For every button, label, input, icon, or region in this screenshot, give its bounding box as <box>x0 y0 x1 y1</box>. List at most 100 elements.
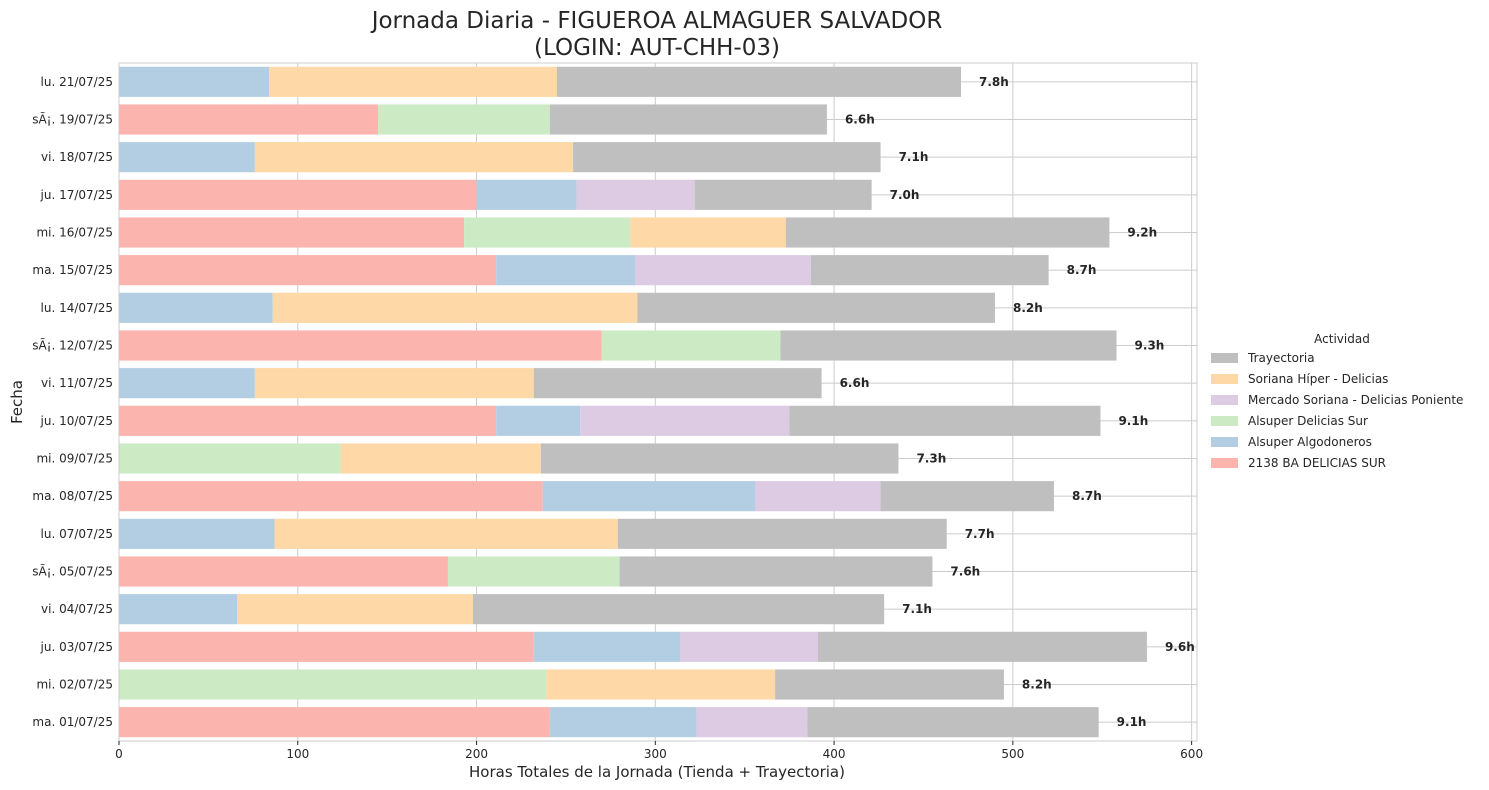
bar-total-label: 7.1h <box>902 602 932 616</box>
legend-swatch <box>1211 416 1238 426</box>
plot-frame <box>118 62 1198 742</box>
y-tick-label: lu. 14/07/25 <box>41 301 113 315</box>
bar-segment <box>540 443 899 474</box>
y-tick-label: vi. 18/07/25 <box>41 150 113 164</box>
bar-segment <box>755 481 881 512</box>
y-tick-label: ma. 08/07/25 <box>32 489 113 503</box>
bar-total-label: 8.7h <box>1072 489 1102 503</box>
legend-label: Alsuper Delicias Sur <box>1248 414 1368 428</box>
bar-segment <box>694 179 872 210</box>
legend-swatch <box>1211 374 1238 384</box>
bar-segment <box>119 66 270 97</box>
bar-segment <box>580 405 790 436</box>
bar-segment <box>818 631 1147 662</box>
bar-segment <box>807 707 1099 738</box>
bar-segment <box>476 179 577 210</box>
y-axis-ticks: lu. 21/07/25 sÃ¡. 19/07/25 vi. 18/07/25 ju.… <box>32 75 113 729</box>
y-tick-label: ju. 10/07/25 <box>40 414 113 428</box>
bar-total-label: 6.6h <box>845 113 875 127</box>
bar-total-label: 6.6h <box>840 376 870 390</box>
legend-label: 2138 BA DELICIAS SUR <box>1248 456 1386 470</box>
bar-segment <box>119 556 448 587</box>
bar-segment <box>472 594 885 625</box>
y-tick-label: vi. 11/07/25 <box>41 376 113 390</box>
bar-segment <box>119 292 273 323</box>
legend-swatch <box>1211 353 1238 363</box>
bar-segment <box>464 217 631 248</box>
y-tick-label: mi. 16/07/25 <box>36 226 113 240</box>
bar-segment <box>810 255 1049 286</box>
bar-segment <box>549 707 697 738</box>
total-labels: 7.8h 6.6h 7.1h 7.0h 9.2h 8.7h 8.2h 9.3h 6.6h 9.1h… <box>840 75 1195 729</box>
bar-segment <box>635 255 811 286</box>
y-tick-label: mi. 02/07/25 <box>36 678 113 692</box>
legend-items: Trayectoria Soriana Híper - Delicias Merca… <box>1211 351 1463 470</box>
legend: Actividad Trayectoria Soriana Híper - Del… <box>1211 332 1463 470</box>
y-tick-label: sÃ¡. 05/07/25 <box>32 564 113 579</box>
bar-total-label: 9.6h <box>1165 640 1195 654</box>
legend-title: Actividad <box>1314 332 1370 346</box>
y-tick-label: ma. 01/07/25 <box>32 715 113 729</box>
bar-segment <box>542 481 756 512</box>
bar-segment <box>119 330 602 361</box>
bar-total-label: 7.1h <box>899 150 929 164</box>
bar-total-label: 7.7h <box>965 527 995 541</box>
bar-segment <box>119 594 237 625</box>
y-tick-label: vi. 04/07/25 <box>41 602 113 616</box>
bar-segment <box>254 142 574 173</box>
bar-total-label: 7.6h <box>950 565 980 579</box>
y-tick-label: mi. 09/07/25 <box>36 452 113 466</box>
y-tick-label: sÃ¡. 19/07/25 <box>32 112 113 127</box>
bar-segment <box>119 405 497 436</box>
bar-segment <box>880 481 1054 512</box>
bar-segment <box>637 292 995 323</box>
bar-segment <box>119 443 341 474</box>
bar-total-label: 7.3h <box>916 452 946 466</box>
bar-segment <box>119 142 255 173</box>
bar-segment <box>556 66 962 97</box>
bar-segment <box>119 481 543 512</box>
bar-segment <box>630 217 786 248</box>
bar-segment <box>119 669 547 700</box>
legend-swatch <box>1211 437 1238 447</box>
x-axis-ticks: 0 100 200 300 400 500 600 <box>115 741 1203 761</box>
bar-total-label: 9.1h <box>1118 414 1148 428</box>
legend-label: Alsuper Algodoneros <box>1248 435 1372 449</box>
bar-segment <box>119 707 550 738</box>
bar-segment <box>775 669 1004 700</box>
bar-total-label: 7.0h <box>890 188 920 202</box>
x-tick-label: 300 <box>644 747 667 761</box>
bar-segment <box>546 669 776 700</box>
bar-segment <box>601 330 781 361</box>
bar-segment <box>533 631 681 662</box>
x-tick-label: 400 <box>823 747 846 761</box>
bar-segment <box>274 518 618 549</box>
x-axis-label: Horas Totales de la Jornada (Tienda + Tr… <box>469 763 845 781</box>
bar-total-label: 8.7h <box>1067 263 1097 277</box>
y-tick-label: ju. 17/07/25 <box>40 188 113 202</box>
bars <box>119 66 1147 738</box>
bar-segment <box>272 292 638 323</box>
bar-total-label: 9.3h <box>1135 339 1165 353</box>
bar-segment <box>236 594 473 625</box>
x-tick-label: 0 <box>115 747 123 761</box>
legend-label: Soriana Híper - Delicias <box>1248 372 1388 386</box>
bar-total-label: 7.8h <box>979 75 1009 89</box>
bar-segment <box>789 405 1101 436</box>
y-tick-label: ju. 03/07/25 <box>40 640 113 654</box>
y-tick-label: lu. 07/07/25 <box>41 527 113 541</box>
bar-segment <box>780 330 1117 361</box>
bar-segment <box>576 179 695 210</box>
x-tick-label: 600 <box>1180 747 1203 761</box>
legend-label: Mercado Soriana - Delicias Poniente <box>1248 393 1463 407</box>
legend-label: Trayectoria <box>1247 351 1315 365</box>
bar-segment <box>447 556 620 587</box>
y-tick-label: ma. 15/07/25 <box>32 263 113 277</box>
bar-segment <box>785 217 1110 248</box>
bar-segment <box>269 66 557 97</box>
bar-segment <box>119 518 275 549</box>
chart-subtitle: (LOGIN: AUT-CHH-03) <box>534 35 780 61</box>
y-axis-label: Fecha <box>8 380 26 424</box>
bar-total-label: 9.2h <box>1127 226 1157 240</box>
